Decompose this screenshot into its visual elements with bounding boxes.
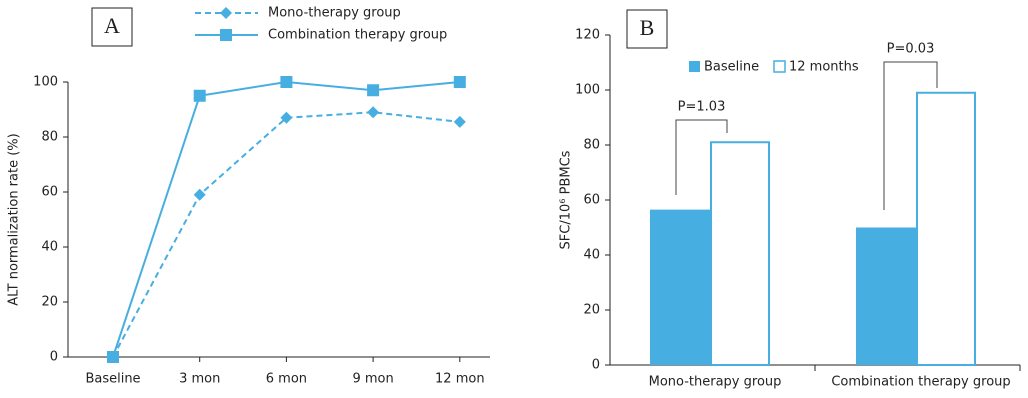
bar [916,91,976,366]
y-tick-label: 60 [583,193,600,208]
y-tick-label: 80 [41,130,58,145]
p-bracket [883,61,938,210]
bar [650,209,710,365]
bar [856,227,916,365]
panel-label: A [104,13,120,38]
legend-swatch [689,61,700,72]
marker [367,106,380,119]
legend-label: Combination therapy group [268,28,447,43]
marker [453,76,466,88]
p-value: P=0.03 [887,42,935,57]
y-tick-label: 60 [41,185,58,200]
y-tick-label: 80 [583,138,600,153]
marker [193,188,206,201]
legend-marker [220,7,232,19]
panel-box [626,9,668,49]
x-tick-label: 3 mon [179,372,220,387]
legend-label: Mono-therapy group [268,6,401,21]
legend-label: 12 months [789,60,859,75]
x-tick-label: Baseline [85,372,140,387]
marker [453,115,466,128]
y-tick-label: 40 [41,240,58,255]
p-value: P=1.03 [678,100,726,115]
y-tick-label: 100 [33,75,58,90]
y-tick-label: 0 [50,350,58,365]
y-tick-label: 0 [592,358,600,373]
series-line [112,111,460,358]
y-axis-label: ALT normalization rate (%) [7,133,22,305]
legend-label: Baseline [704,60,759,75]
y-tick-label: 20 [583,303,600,318]
x-tick-label: 6 mon [266,372,307,387]
marker [107,351,119,363]
x-tick-label: 9 mon [352,372,393,387]
y-tick-label: 20 [41,295,58,310]
marker [193,89,206,102]
marker [280,111,293,124]
panel-box [91,7,133,47]
x-tick-label: 12 mon [435,372,485,387]
x-tick-label: Mono-therapy group [649,375,782,390]
legend-swatch [773,60,786,73]
y-tick-label: 120 [575,28,600,43]
y-axis-label: SFC/10⁶ PBMCs [559,150,574,249]
marker [280,76,293,88]
bar [710,141,770,366]
legend-marker [220,29,232,41]
panel-label: B [640,15,655,40]
y-tick-label: 40 [583,248,600,263]
marker [367,84,380,97]
x-tick-label: Combination therapy group [831,375,1010,390]
p-bracket [675,119,728,195]
y-tick-label: 100 [575,83,600,98]
